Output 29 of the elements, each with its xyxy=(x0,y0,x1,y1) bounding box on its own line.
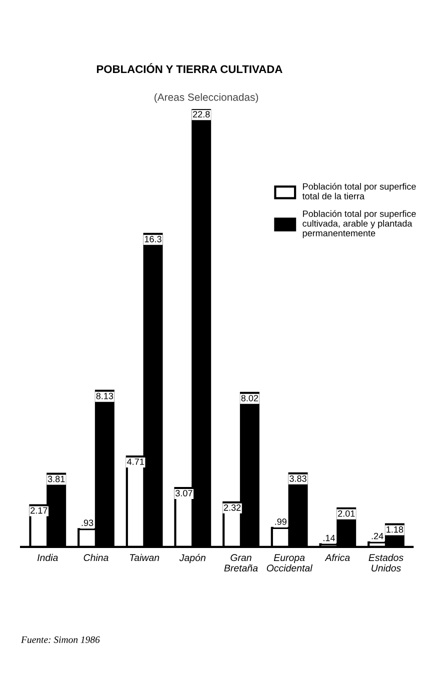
data-label: 2.17 xyxy=(30,507,48,514)
x-tick-label: China xyxy=(84,554,108,562)
legend-label: Población total por superfice cultivada, arable y plantada permanentemente xyxy=(302,210,416,238)
data-label: 8.02 xyxy=(241,394,258,402)
x-tick-label: Japón xyxy=(179,554,206,564)
data-label: 3.81 xyxy=(48,476,65,482)
x-tick-label: Taiwan xyxy=(130,554,160,562)
x-tick-label: Gran Bretaña xyxy=(224,554,258,572)
data-label: 2.01 xyxy=(338,510,355,517)
data-label: .93 xyxy=(82,520,94,526)
data-label: .99 xyxy=(275,518,286,525)
data-label: 1.18 xyxy=(386,526,404,533)
source-note: Fuente: Simon 1986 xyxy=(21,636,100,644)
x-tick-label: Africa xyxy=(324,554,350,562)
legend-label: Población total por superfice total de la tierra xyxy=(302,182,416,200)
data-label: 8.13 xyxy=(96,392,114,400)
data-label: 3.83 xyxy=(290,475,306,482)
data-label: 16.3 xyxy=(144,236,162,242)
data-label: 2.32 xyxy=(224,504,241,511)
x-tick-label: Europa Occidental xyxy=(266,554,313,572)
x-tick-label: Estados Unidos xyxy=(368,554,404,572)
data-label: 3.07 xyxy=(176,490,192,496)
data-label: .24 xyxy=(372,532,384,540)
chart-subtitle: (Areas Seleccionadas) xyxy=(154,93,258,103)
x-tick-label: India xyxy=(37,554,58,562)
data-label: 22.8 xyxy=(193,111,210,118)
data-label: 4.71 xyxy=(127,458,144,465)
data-label: .14 xyxy=(324,534,335,542)
chart-title: POBLACIÓN Y TIERRA CULTIVADA xyxy=(96,63,282,74)
